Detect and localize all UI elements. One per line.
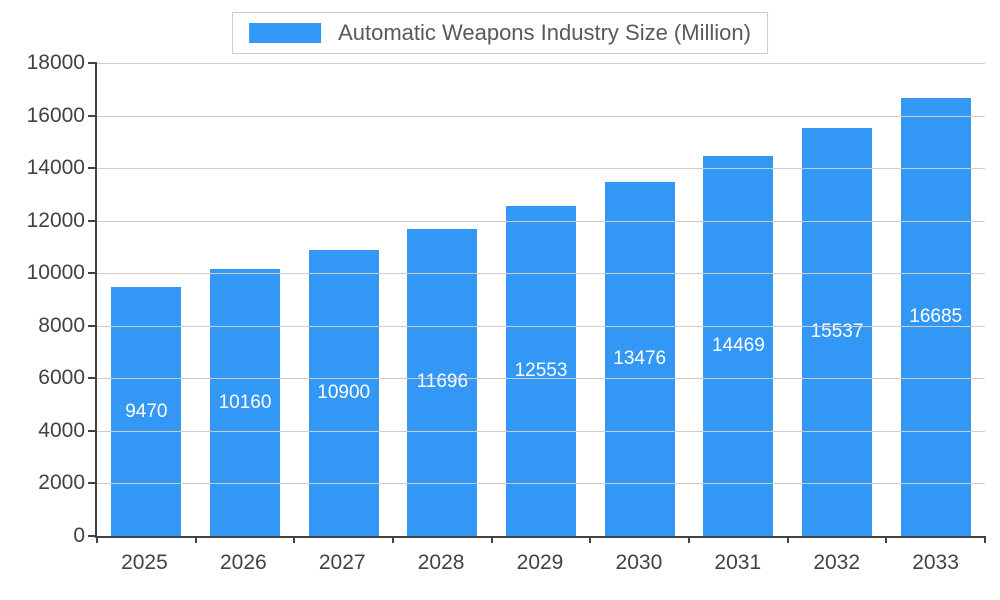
bars-container: 9470 10160 10900 11696 12553 13476 14469 15537 1…: [97, 63, 985, 536]
bar-value-label: 16685: [909, 305, 963, 327]
y-axis-tick-label: 8000: [38, 313, 85, 337]
bar: 15537: [802, 127, 873, 536]
y-axis-tick: [88, 62, 97, 64]
gridline: [97, 378, 985, 380]
x-axis-category-label: 2026: [219, 551, 267, 574]
x-axis-tick: [391, 536, 394, 543]
bar-band: 10160: [196, 63, 295, 536]
x-axis-tick: [293, 536, 296, 543]
plot-area: 9470 10160 10900 11696 12553 13476 14469 15537 1…: [27, 51, 986, 547]
y-axis-tick: [88, 167, 97, 170]
x-axis-tick: [885, 536, 888, 543]
bar-band: 15537: [788, 63, 887, 536]
bar-band: 14469: [689, 63, 788, 536]
y-axis-tick: [88, 535, 97, 537]
x-axis-tick: [984, 536, 986, 543]
bar-band: 11696: [393, 63, 492, 536]
y-axis-tick-label: 0: [73, 524, 85, 547]
y-axis-tick-label: 12000: [26, 208, 85, 232]
y-axis-tick-label: 16000: [26, 103, 85, 127]
legend-label: Automatic Weapons Industry Size (Million…: [338, 20, 751, 45]
x-axis-category-label: 2030: [615, 551, 663, 574]
x-axis-category-label: 2028: [417, 551, 465, 574]
legend-swatch: [249, 23, 322, 43]
bar: 10160: [210, 269, 280, 536]
gridline: [97, 273, 985, 275]
y-axis-tick-label: 18000: [26, 51, 85, 74]
x-axis-tick: [490, 536, 493, 543]
y-axis-tick: [88, 482, 97, 485]
y-axis-tick-label: 14000: [26, 156, 85, 180]
x-axis-tick: [194, 536, 197, 543]
bar-band: 12553: [492, 63, 591, 536]
x-axis-category-label: 2033: [912, 551, 959, 574]
x-axis-category-label: 2029: [516, 551, 564, 574]
y-axis-tick: [88, 272, 97, 275]
y-axis-tick-label: 2000: [38, 471, 85, 495]
gridline: [97, 115, 985, 117]
x-axis-category-label: 2025: [121, 551, 168, 574]
bar: 16685: [900, 97, 971, 536]
bar: 9470: [111, 287, 182, 536]
bar: 13476: [604, 181, 675, 536]
bar-value-label: 14469: [711, 334, 765, 356]
gridline: [97, 220, 985, 222]
gridline: [97, 430, 985, 432]
gridline: [97, 483, 985, 485]
bar-band: 13476: [590, 63, 689, 536]
bar-band: 10900: [294, 63, 393, 536]
x-axis-labels: 2025 2026 2027 2028 2029 2030 2031 2032 2033: [95, 551, 985, 575]
y-axis-tick-label: 10000: [26, 261, 85, 285]
bar: 10900: [308, 249, 379, 536]
bar: 14469: [703, 155, 774, 536]
y-axis-tick: [88, 219, 97, 222]
bar-value-label: 12553: [514, 360, 568, 382]
gridline: [97, 325, 985, 327]
bar-value-label: 10160: [218, 391, 272, 413]
bar-value-label: 15537: [810, 320, 864, 342]
x-axis-category-label: 2027: [318, 551, 366, 574]
bar-value-label: 10900: [317, 381, 371, 403]
bar-value-label: 9470: [125, 400, 168, 422]
y-axis-tick: [88, 377, 97, 380]
x-axis-tick: [687, 536, 690, 543]
y-axis-tick-label: 6000: [38, 366, 85, 390]
gridline: [97, 63, 985, 64]
bar-band: 16685: [886, 63, 985, 536]
bar-value-label: 13476: [613, 347, 667, 369]
bar-value-label: 11696: [416, 371, 469, 393]
legend: Automatic Weapons Industry Size (Million…: [232, 12, 768, 54]
y-axis-tick: [88, 324, 97, 327]
y-axis-tick: [88, 114, 97, 117]
bar: 11696: [407, 228, 478, 536]
x-axis-tick: [786, 536, 789, 543]
x-axis-category-label: 2031: [714, 551, 762, 574]
bar-band: 9470: [97, 63, 196, 536]
x-axis-tick: [589, 536, 592, 543]
y-axis-tick: [88, 429, 97, 432]
bar: 12553: [506, 206, 577, 536]
gridline: [97, 168, 985, 170]
y-axis-tick-label: 4000: [38, 418, 85, 442]
x-axis-category-label: 2032: [813, 551, 861, 574]
x-axis-tick: [96, 536, 98, 543]
